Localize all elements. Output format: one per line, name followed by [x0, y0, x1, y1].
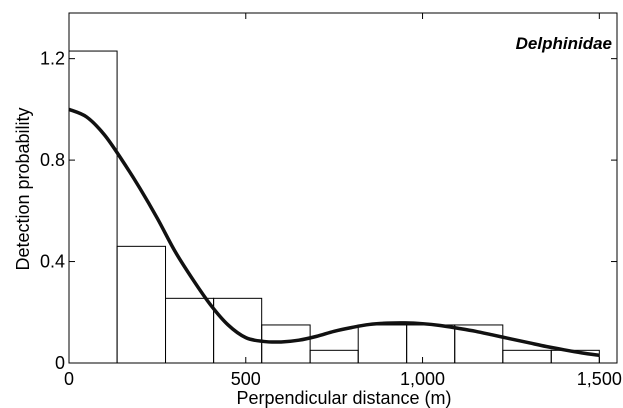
- histogram-bar: [213, 297, 263, 364]
- y-axis-title: Detection probability: [13, 107, 33, 270]
- x-tick-label: 1,000: [400, 369, 445, 389]
- histogram-bar: [261, 324, 311, 364]
- y-tick-label: 1.2: [40, 49, 65, 69]
- x-axis-title: Perpendicular distance (m): [236, 388, 451, 408]
- histogram-bar: [309, 349, 359, 364]
- histogram-bar: [165, 297, 215, 364]
- y-tick-label: 0.4: [40, 252, 65, 272]
- histogram-bar: [68, 50, 118, 364]
- plot-frame: [68, 12, 618, 364]
- histogram-bar: [116, 245, 167, 364]
- y-tick-label: 0: [55, 353, 65, 373]
- histogram-bar: [502, 349, 552, 364]
- fitted-detection-curve: [68, 107, 600, 358]
- x-tick-label: 500: [231, 369, 261, 389]
- histogram-bar: [357, 324, 408, 364]
- panel-label: Delphinidae: [516, 34, 612, 53]
- histogram-bar: [406, 324, 456, 364]
- x-tick-label: 0: [64, 369, 74, 389]
- y-tick-label: 0.8: [40, 150, 65, 170]
- x-tick-label: 1,500: [577, 369, 622, 389]
